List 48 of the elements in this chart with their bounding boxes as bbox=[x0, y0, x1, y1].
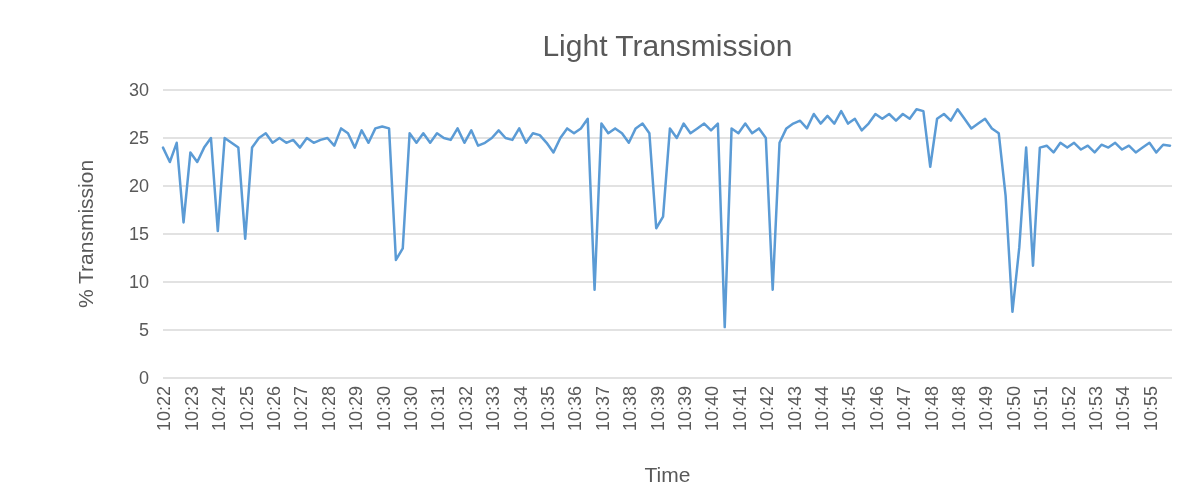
x-tick-label: 10:25 bbox=[236, 386, 257, 432]
x-tick-label: 10:39 bbox=[674, 386, 695, 432]
x-tick-label: 10:48 bbox=[921, 386, 942, 432]
x-tick-label: 10:37 bbox=[592, 386, 613, 432]
y-axis-title: % Transmission bbox=[74, 159, 97, 309]
x-axis-title: Time bbox=[644, 463, 691, 486]
x-tick-label: 10:55 bbox=[1140, 386, 1161, 432]
x-tick-label: 10:31 bbox=[428, 386, 449, 432]
x-tick-label: 10:29 bbox=[346, 386, 367, 432]
x-tick-label: 10:53 bbox=[1085, 386, 1106, 432]
x-tick-label: 10:32 bbox=[455, 386, 476, 432]
x-tick-label: 10:49 bbox=[976, 386, 997, 432]
x-tick-label: 10:45 bbox=[839, 386, 860, 432]
x-tick-label: 10:30 bbox=[400, 386, 421, 432]
x-tick-label: 10:33 bbox=[483, 386, 504, 432]
y-tick-label: 15 bbox=[128, 224, 149, 245]
x-tick-label: 10:22 bbox=[154, 386, 175, 432]
y-tick-label: 5 bbox=[138, 320, 149, 341]
x-tick-label: 10:30 bbox=[373, 386, 394, 432]
y-tick-label: 25 bbox=[128, 128, 149, 149]
x-tick-label: 10:42 bbox=[757, 386, 778, 432]
x-tick-label: 10:24 bbox=[209, 386, 230, 432]
x-tick-label: 10:43 bbox=[784, 386, 805, 432]
x-tick-label: 10:23 bbox=[181, 386, 202, 432]
x-tick-label: 10:28 bbox=[318, 386, 339, 432]
y-tick-label: 30 bbox=[128, 80, 149, 101]
x-tick-label: 10:51 bbox=[1031, 386, 1052, 432]
x-tick-label: 10:27 bbox=[291, 386, 312, 432]
x-tick-label: 10:26 bbox=[263, 386, 284, 432]
x-tick-label: 10:50 bbox=[1003, 386, 1024, 432]
line-series bbox=[161, 107, 1172, 329]
x-tick-label: 10:54 bbox=[1113, 386, 1134, 432]
x-tick-label: 10:40 bbox=[702, 386, 723, 432]
x-tick-label: 10:38 bbox=[620, 386, 641, 432]
x-tick-label: 10:47 bbox=[894, 386, 915, 432]
y-tick-label: 10 bbox=[128, 272, 149, 293]
y-tick-label: 20 bbox=[128, 176, 149, 197]
x-tick-label: 10:36 bbox=[565, 386, 586, 432]
x-tick-label: 10:41 bbox=[729, 386, 750, 432]
y-tick-label: 0 bbox=[138, 368, 149, 389]
x-tick-label: 10:35 bbox=[537, 386, 558, 432]
x-tick-label: 10:52 bbox=[1058, 386, 1079, 432]
x-tick-label: 10:46 bbox=[866, 386, 887, 432]
x-tick-label: 10:48 bbox=[948, 386, 969, 432]
x-tick-label: 10:44 bbox=[811, 386, 832, 432]
x-tick-label: 10:34 bbox=[510, 386, 531, 432]
chart-title: Light Transmission bbox=[542, 29, 793, 62]
x-tick-label: 10:39 bbox=[647, 386, 668, 432]
